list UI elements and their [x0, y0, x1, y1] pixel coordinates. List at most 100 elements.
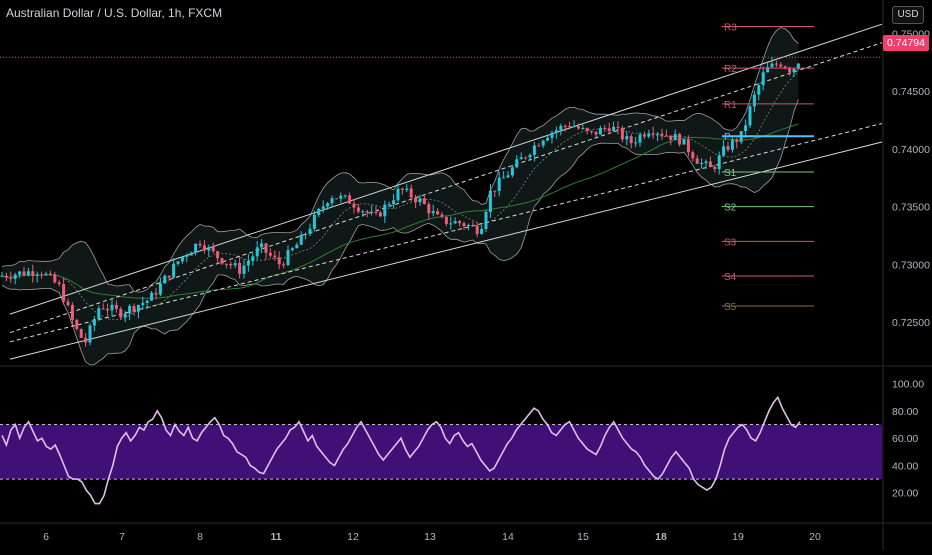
- candle-body: [75, 319, 79, 330]
- pivot-label-s1: S1: [724, 168, 737, 179]
- time-tick-label: 20: [809, 531, 821, 543]
- time-tick-label: 12: [347, 531, 359, 543]
- candle-body: [735, 139, 739, 142]
- candle-body: [418, 198, 422, 203]
- candle-body: [422, 198, 426, 205]
- candle-body: [48, 273, 52, 275]
- bollinger-band-fill: [2, 27, 799, 365]
- rsi-tick-label: 40.00: [892, 460, 918, 472]
- candle-body: [119, 308, 123, 318]
- candle-body: [132, 306, 136, 312]
- candle-body: [53, 274, 57, 283]
- candle-body: [286, 250, 290, 265]
- bollinger-upper-line: [1, 26, 799, 293]
- candle-body: [224, 263, 228, 265]
- candle-body: [167, 275, 171, 278]
- candle-body: [40, 274, 44, 276]
- candle-body: [669, 135, 673, 140]
- candle-body: [356, 207, 360, 212]
- candle-body: [370, 211, 374, 213]
- candle-body: [475, 225, 479, 234]
- candle-body: [466, 225, 470, 227]
- candle-body: [458, 221, 462, 224]
- candle-body: [150, 292, 154, 301]
- candle-body: [110, 304, 114, 311]
- time-tick-label: 19: [732, 531, 744, 543]
- candle-body: [264, 243, 268, 253]
- candle-body: [704, 161, 708, 164]
- candle-body: [559, 125, 563, 131]
- candle-body: [480, 229, 484, 234]
- candle-body: [334, 198, 338, 200]
- candle-body: [484, 211, 488, 230]
- candle-body: [647, 133, 651, 137]
- candle-body: [246, 260, 250, 266]
- candle-body: [563, 125, 567, 127]
- candle-body: [154, 292, 158, 295]
- candle-body: [374, 211, 378, 213]
- candle-body: [453, 221, 457, 224]
- candle-body: [660, 133, 664, 136]
- candle-body: [18, 271, 22, 275]
- candle-body: [625, 136, 629, 140]
- candle-body: [590, 131, 594, 133]
- price-tick-label: 0.73500: [892, 202, 930, 214]
- candle-body: [744, 125, 748, 132]
- last-price-badge: 0.74794: [883, 35, 929, 51]
- time-tick-label: 15: [577, 531, 589, 543]
- candle-body: [730, 139, 734, 150]
- candle-body: [620, 127, 624, 140]
- candle-body: [673, 133, 677, 140]
- candle-body: [114, 304, 118, 309]
- candle-body: [106, 308, 110, 311]
- candle-body: [713, 167, 717, 170]
- candle-body: [700, 163, 704, 165]
- rsi-band: [0, 424, 882, 480]
- candle-body: [774, 63, 778, 65]
- candle-body: [97, 308, 101, 320]
- candle-body: [312, 214, 316, 229]
- candle-body: [554, 130, 558, 133]
- time-tick-label: 7: [119, 531, 125, 543]
- channel-lower-line: [9, 141, 883, 360]
- candle-body: [229, 264, 233, 266]
- candle-body: [79, 329, 83, 338]
- candle-body: [198, 243, 202, 246]
- candle-body: [449, 223, 453, 225]
- candle-body: [176, 261, 180, 264]
- candle-body: [444, 216, 448, 224]
- candle-body: [792, 68, 796, 73]
- candle-body: [550, 132, 554, 138]
- candle-body: [572, 126, 576, 128]
- candle-body: [282, 264, 286, 266]
- pivot-label-r2: R2: [724, 64, 737, 75]
- time-tick-label: 18: [655, 531, 667, 543]
- candle-body: [339, 195, 343, 199]
- candle-body: [594, 131, 598, 135]
- candle-body: [607, 128, 611, 132]
- candle-body: [308, 228, 312, 234]
- pivot-label-r1: R1: [724, 100, 737, 111]
- candle-body: [748, 106, 752, 126]
- candle-body: [295, 244, 299, 249]
- candle-body: [66, 301, 70, 306]
- candle-body: [634, 142, 638, 144]
- candle-body: [686, 139, 690, 153]
- candle-body: [273, 255, 277, 258]
- candle-body: [462, 223, 466, 227]
- candle-body: [326, 203, 330, 207]
- price-tick-label: 0.73000: [892, 259, 930, 271]
- rsi-tick-label: 100.00: [892, 379, 924, 391]
- candle-body: [57, 282, 61, 284]
- candle-body: [405, 188, 409, 190]
- candle-body: [752, 94, 756, 107]
- candle-body: [629, 136, 633, 144]
- currency-button[interactable]: USD: [892, 6, 924, 24]
- candle-body: [189, 252, 193, 256]
- candle-body: [414, 197, 418, 203]
- pivot-label-s3: S3: [724, 237, 737, 248]
- bollinger-lower-line: [1, 99, 799, 366]
- candle-body: [299, 234, 303, 245]
- rsi-tick-label: 60.00: [892, 433, 918, 445]
